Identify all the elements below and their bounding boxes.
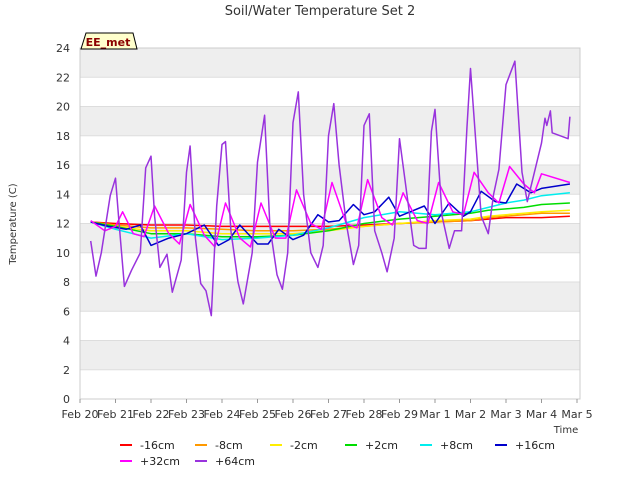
grid-band [80,106,580,136]
x-tick-label: Feb 28 [346,408,383,421]
x-tick-label: Feb 24 [204,408,241,421]
x-tick-label: Feb 21 [97,408,134,421]
x-tick-label: Feb 26 [275,408,312,421]
y-tick-label: 8 [63,276,70,289]
x-tick-label: Mar 4 [526,408,557,421]
series-lines [89,60,571,317]
plot-area [79,47,581,400]
x-tick-label: Feb 25 [239,408,276,421]
x-tick-label: Mar 2 [455,408,486,421]
x-tick-label: Feb 29 [381,408,418,421]
y-tick-label: 0 [63,393,70,406]
series-line-minus16cm [90,215,570,228]
y-tick-label: 22 [56,71,70,84]
series-line-minus2cm [90,209,570,235]
y-tick-label: 10 [56,247,70,260]
y-tick-label: 20 [56,101,70,114]
x-axis-label: Time [553,425,578,436]
y-tick-label: 4 [63,335,70,348]
legend-label: -8cm [215,439,243,452]
x-tick-label: Mar 1 [419,408,450,421]
legend-label: -16cm [140,439,175,452]
y-tick-label: 14 [56,188,70,201]
legend-label: -2cm [290,439,318,452]
legend-label: +8cm [440,439,473,452]
x-tick-label: Mar 3 [490,408,521,421]
y-tick-label: 16 [56,159,70,172]
badge-label: EE_met [86,36,131,49]
legend-label: +2cm [365,439,398,452]
chart-title: Soil/Water Temperature Set 2 [225,4,416,19]
x-tick-label: Feb 23 [168,408,205,421]
legend: -16cm -8cm -2cm +2cm +8cm +16cm +32cm +64cm [120,439,555,468]
legend-label: +16cm [515,439,555,452]
x-tick-label: Feb 20 [62,408,99,421]
y-tick-label: 2 [63,364,70,377]
x-tick-label: Feb 27 [310,408,347,421]
y-tick-label: 6 [63,305,70,318]
series-line-plus64cm [89,60,571,317]
series-line-plus8cm [90,192,570,241]
grid-band [80,340,580,370]
y-axis-label: Temperature (C) [8,183,19,265]
y-tick-label: 18 [56,130,70,143]
grid-band [80,282,580,312]
y-tick-label: 12 [56,218,70,231]
badge: EE_met [80,32,138,50]
legend-label: +32cm [140,455,180,468]
x-tick-label: Feb 22 [133,408,170,421]
grid-band [80,48,580,78]
y-tick-label: 24 [56,42,70,55]
legend-label: +64cm [215,455,255,468]
series-line-plus2cm [90,202,570,238]
x-tick-label: Mar 5 [561,408,592,421]
series-line-plus16cm [90,183,571,247]
